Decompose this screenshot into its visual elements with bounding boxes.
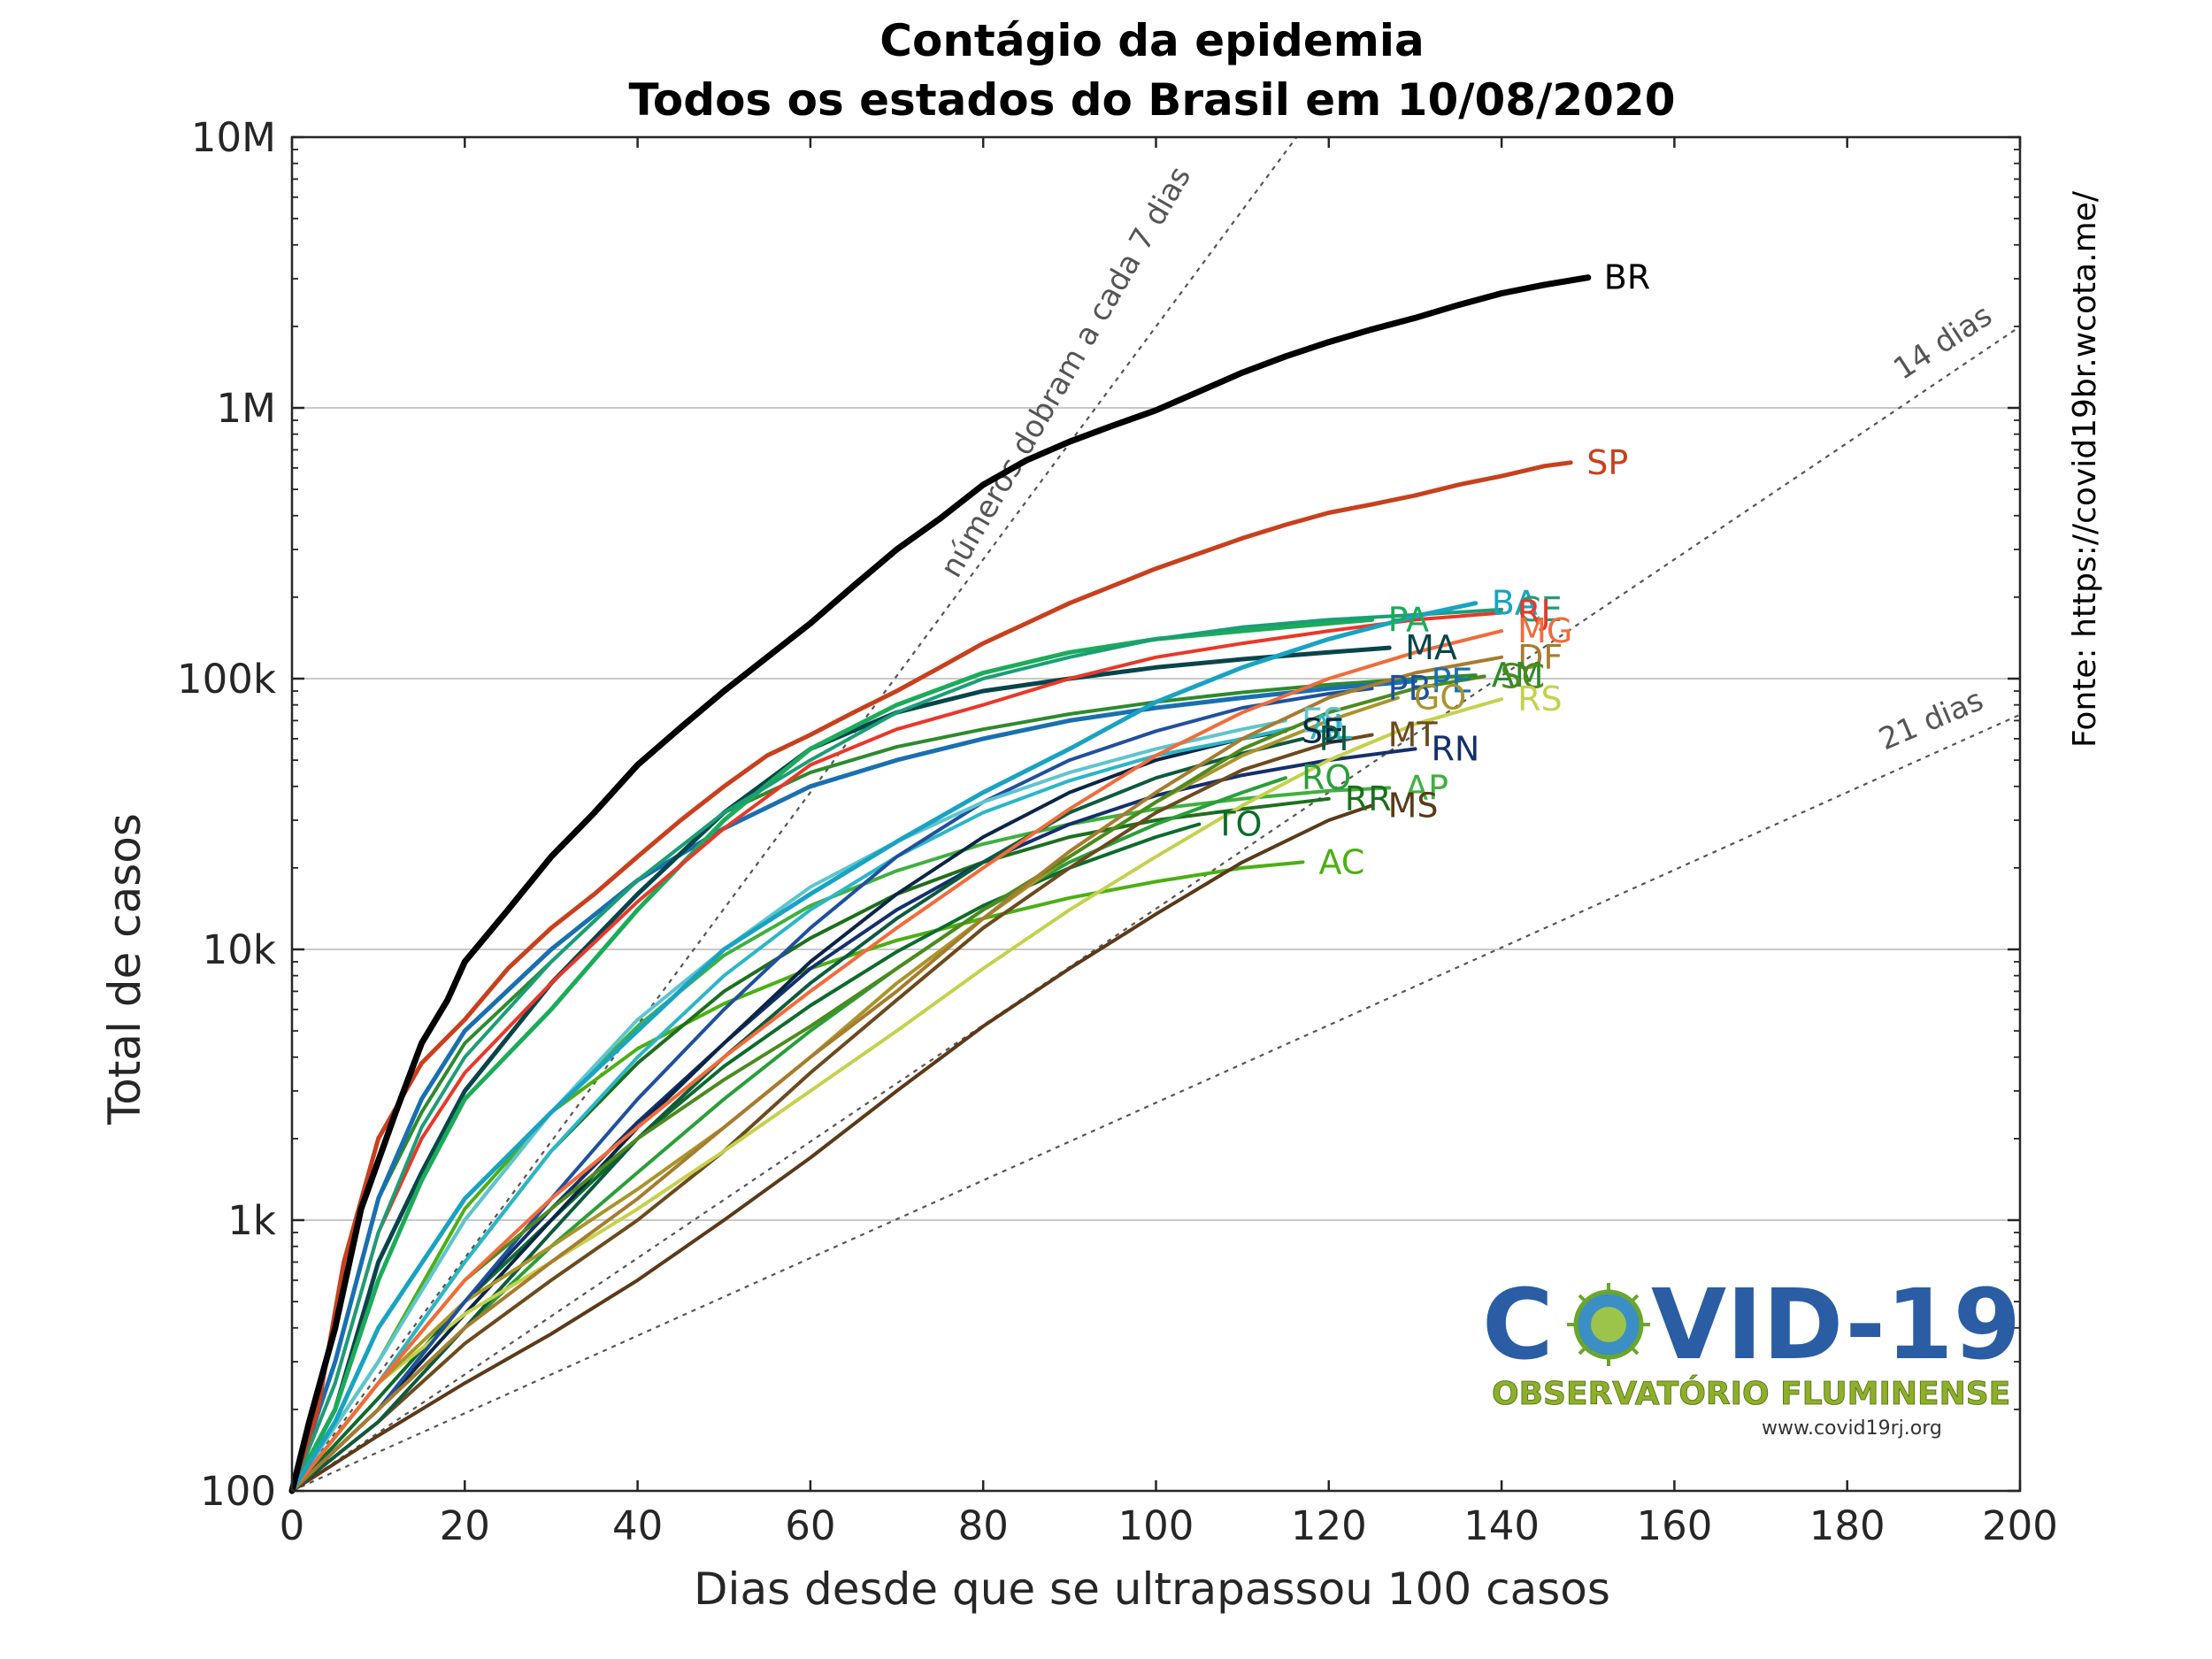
series-label-rr: RR xyxy=(1345,780,1392,818)
source-note: Fonte: https://covid19br.wcota.me/ xyxy=(2067,190,2103,748)
series-label-ba: BA xyxy=(1492,584,1538,623)
series-label-se: SE xyxy=(1302,711,1344,750)
series-label-go: GO xyxy=(1414,679,1466,718)
series-line-ma xyxy=(289,645,1392,1494)
series-line-ce xyxy=(290,607,1504,1493)
series-label-rj: RJ xyxy=(1517,594,1551,633)
x-tick-label: 120 xyxy=(1291,1502,1367,1549)
series-label-to: TO xyxy=(1214,805,1262,844)
x-tick-label: 0 xyxy=(280,1502,305,1549)
x-tick-label: 60 xyxy=(785,1502,835,1549)
series-label-pa: PA xyxy=(1388,600,1429,639)
series-line-ba xyxy=(289,601,1479,1494)
series-line-am xyxy=(290,673,1478,1493)
series-line-rs xyxy=(290,697,1504,1493)
series-label-mt: MT xyxy=(1388,716,1439,755)
reference-line xyxy=(292,713,2020,1491)
series-label-pe: PE xyxy=(1431,662,1472,701)
logo-letter-c: C xyxy=(1482,1268,1554,1381)
series-label-es: ES xyxy=(1302,701,1344,740)
series-label-pb: PB xyxy=(1388,669,1432,708)
series-label-ma: MA xyxy=(1405,628,1457,667)
y-axis-label: Total de casos xyxy=(99,813,150,1125)
series-label-rn: RN xyxy=(1431,729,1479,768)
series-label-sc: SC xyxy=(1501,657,1546,695)
series-line-pe xyxy=(289,679,1417,1494)
axes: 0 20 40 60 80 100 120 140 160 180 200 100 1k 10k 100k 1… xyxy=(177,114,2058,1549)
reference-line xyxy=(292,137,1298,1491)
series-label-sp: SP xyxy=(1586,443,1628,482)
series-line-ap xyxy=(290,786,1392,1493)
x-tick-label: 100 xyxy=(1118,1502,1194,1549)
series-label-ro: RO xyxy=(1302,758,1351,797)
series-line-sc xyxy=(290,674,1486,1493)
reference-line xyxy=(292,326,2020,1491)
series-label-am: AM xyxy=(1492,656,1544,695)
x-tick-label: 40 xyxy=(612,1502,663,1549)
series-lines xyxy=(288,274,1592,1494)
series-line-pi xyxy=(290,736,1305,1493)
series-line-mt xyxy=(290,733,1374,1493)
chart-subtitle: Todos os estados do Brasil em 10/08/2020 xyxy=(628,74,1675,126)
series-label-al: AL xyxy=(1310,708,1352,747)
series-line-es xyxy=(290,718,1287,1493)
series-line-sp xyxy=(289,460,1573,1494)
reference-line-label: 21 dias xyxy=(1874,682,1988,757)
series-label-ap: AP xyxy=(1405,768,1448,807)
series-line-mg xyxy=(290,629,1504,1493)
reference-line-label: números dobram a cada 7 dias xyxy=(933,161,1198,584)
x-axis-label: Dias desde que se ultrapassou 100 casos xyxy=(694,1563,1610,1615)
x-tick-label: 200 xyxy=(1982,1502,2058,1549)
x-tick-label: 80 xyxy=(958,1502,1009,1549)
y-tick-label: 100k xyxy=(177,656,276,703)
series-line-rj xyxy=(290,611,1504,1493)
y-tick-label: 1k xyxy=(227,1197,276,1244)
series-line-pb xyxy=(290,687,1374,1493)
logo-url: www.covid19rj.org xyxy=(1762,1417,1942,1440)
x-tick-label: 140 xyxy=(1463,1502,1540,1549)
reference-line-label: 14 dias xyxy=(1887,298,1998,388)
series-line-br xyxy=(288,274,1592,1494)
y-tick-label: 10k xyxy=(203,926,276,973)
y-tick-label: 10M xyxy=(191,114,276,161)
x-tick-label: 20 xyxy=(440,1502,490,1549)
series-label-df: DF xyxy=(1517,638,1563,677)
series-line-ms xyxy=(290,803,1374,1493)
x-tick-label: 160 xyxy=(1636,1502,1712,1549)
series-label-pi: PI xyxy=(1319,719,1349,758)
chart-title: Contágio da epidemia xyxy=(879,15,1424,66)
series-label-br: BR xyxy=(1604,258,1650,297)
logo-vid19: VID-19 xyxy=(1651,1268,2021,1381)
series-label-ce: CE xyxy=(1517,590,1563,629)
series-line-df xyxy=(290,655,1504,1493)
y-tick-label: 1M xyxy=(217,385,276,432)
series-label-mg: MG xyxy=(1517,611,1572,650)
series-label-ms: MS xyxy=(1388,786,1439,825)
virus-icon xyxy=(1567,1283,1650,1366)
logo-subtitle: OBSERVATÓRIO FLUMINENSE xyxy=(1492,1375,2010,1412)
chart-title-group: Contágio da epidemia Todos os estados do… xyxy=(628,15,1675,126)
covid19-logo: C VID-19 OBSERVATÓRIO FLUMINENSE www.cov… xyxy=(1482,1268,2021,1440)
y-tick-label: 100 xyxy=(200,1468,276,1515)
series-label-ac: AC xyxy=(1319,842,1365,881)
series-label-rs: RS xyxy=(1517,680,1563,718)
series-line-go xyxy=(290,695,1400,1493)
x-tick-label: 180 xyxy=(1809,1502,1886,1549)
